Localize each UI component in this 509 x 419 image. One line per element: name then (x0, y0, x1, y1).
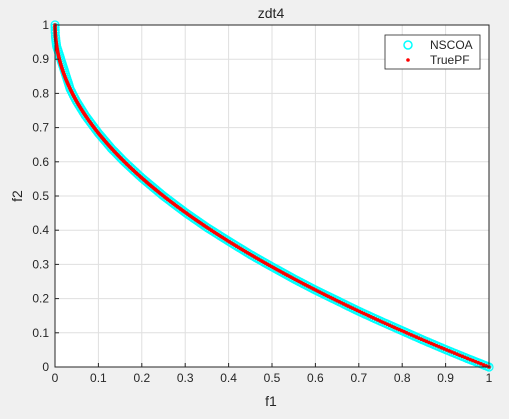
y-tick-label: 0.1 (32, 326, 49, 340)
nscoa-series (50, 20, 494, 372)
x-tick-label: 0.2 (133, 371, 150, 385)
legend-truepf-label: TruePF (430, 53, 470, 67)
legend-box (384, 34, 481, 70)
x-tick-label: 0.1 (90, 371, 107, 385)
chart-title: zdt4 (258, 5, 285, 21)
x-tick-label: 0.3 (177, 371, 194, 385)
legend-nscoa-marker (403, 40, 413, 50)
y-tick-label: 0.3 (32, 257, 49, 271)
legend-truepf-marker (406, 58, 410, 62)
y-axis-label: f2 (9, 190, 25, 202)
legend-nscoa-label: NSCOA (430, 38, 473, 52)
legend: NSCOA TruePF (384, 34, 481, 70)
y-tick-label: 0.2 (32, 292, 49, 306)
x-tick-label: 0.7 (350, 371, 367, 385)
y-tick-label: 0.8 (32, 86, 49, 100)
y-tick-label: 0.9 (32, 52, 49, 66)
nscoa-point (263, 260, 273, 270)
nscoa-point (132, 168, 142, 179)
y-tick-label: 0.4 (32, 223, 49, 237)
x-tick-label: 0.6 (307, 371, 324, 385)
y-tick-label: 0.5 (32, 189, 49, 203)
x-tick-label: 1 (486, 371, 493, 385)
x-tick-label: 0.5 (264, 371, 281, 385)
y-tick-label: 0.6 (32, 155, 49, 169)
x-axis-label: f1 (265, 393, 277, 409)
nscoa-point (154, 187, 164, 197)
nscoa-point (102, 139, 113, 149)
truepf-point (481, 363, 486, 367)
nscoa-point (307, 283, 317, 293)
x-tick-label: 0 (52, 371, 59, 385)
x-tick-label: 0.4 (220, 371, 237, 385)
nscoa-point (285, 272, 295, 282)
x-tick-label: 0.8 (394, 371, 411, 385)
x-tick-labels: 0 0.1 0.2 0.3 0.4 0.5 0.6 0.7 0.8 0.9 1 (52, 371, 493, 385)
y-tick-label: 0 (42, 360, 49, 374)
y-tick-label: 0.7 (32, 121, 49, 135)
x-tick-label: 0.9 (437, 371, 454, 385)
y-tick-label: 1 (42, 18, 49, 32)
nscoa-point (115, 152, 125, 162)
y-tick-labels: 0 0.1 0.2 0.3 0.4 0.5 0.6 0.7 0.8 0.9 1 (32, 18, 49, 374)
ticks (54, 24, 490, 368)
